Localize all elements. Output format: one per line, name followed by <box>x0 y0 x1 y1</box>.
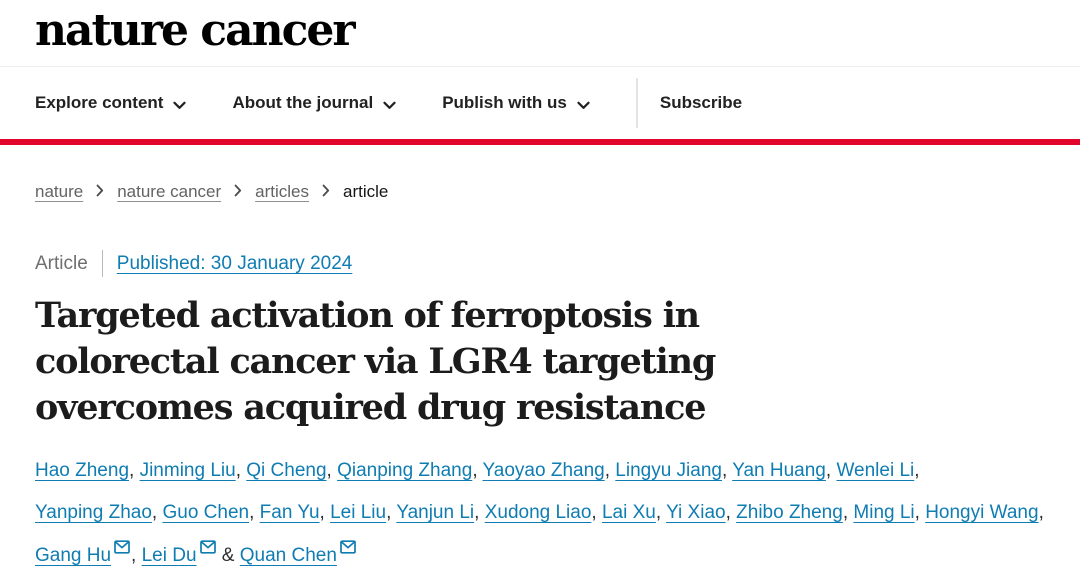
article-meta: Article Published: 30 January 2024 <box>35 250 1045 277</box>
envelope-icon[interactable] <box>114 540 130 554</box>
author-link[interactable]: Gang Hu <box>35 544 112 566</box>
author-separator: , <box>842 502 854 524</box>
article-type-label: Article <box>35 252 88 274</box>
author-link[interactable]: Fan Yu <box>259 502 320 524</box>
author-link[interactable]: Yanping Zhao <box>35 502 152 524</box>
nav-item-label: Publish with us <box>442 93 567 112</box>
nav-divider <box>635 78 638 128</box>
author-link[interactable]: Guo Chen <box>162 502 250 524</box>
author-separator: , <box>604 459 616 481</box>
author-link[interactable]: Yanjun Li <box>396 502 475 524</box>
author-separator: , <box>914 502 926 524</box>
author-link[interactable]: Yan Huang <box>732 459 826 481</box>
author-link[interactable]: Yi Xiao <box>666 502 726 524</box>
author-separator: , <box>721 459 733 481</box>
author-separator: , <box>249 502 260 524</box>
article-title: Targeted activation of ferroptosis in co… <box>35 295 716 429</box>
meta-divider <box>101 250 103 277</box>
author-link[interactable]: Yaoyao Zhang <box>482 459 605 481</box>
nav-item-publish-with-us[interactable]: Publish with us <box>442 92 590 115</box>
author-separator: , <box>591 502 602 524</box>
author-separator: , <box>235 459 247 481</box>
author-link[interactable]: Ming Li <box>853 502 915 524</box>
envelope-icon[interactable] <box>340 540 356 554</box>
journal-logo[interactable]: nature cancer <box>35 5 356 56</box>
author-link[interactable]: Wenlei Li <box>836 459 915 481</box>
chevron-right-icon <box>96 182 104 202</box>
nav-item-explore-content[interactable]: Explore content <box>35 92 187 115</box>
author-link[interactable]: Qianping Zhang <box>337 459 473 481</box>
envelope-icon[interactable] <box>199 540 216 554</box>
nav-item-subscribe[interactable]: Subscribe <box>660 93 742 113</box>
author-link[interactable]: Lingyu Jiang <box>615 459 722 481</box>
breadcrumb: nature nature cancer articles article <box>35 181 1045 202</box>
author-separator: , <box>386 502 397 524</box>
nav-item-label: About the journal <box>232 93 374 112</box>
author-link[interactable]: Quan Chen <box>239 544 337 566</box>
chevron-down-icon <box>577 95 590 115</box>
chevron-down-icon <box>173 95 187 115</box>
breadcrumb-link-nature[interactable]: nature <box>35 181 84 201</box>
author-link[interactable]: Hao Zheng <box>35 459 130 481</box>
author-separator: , <box>151 502 163 524</box>
author-list: Hao Zheng, Jinming Liu, Qi Cheng, Qianpi… <box>35 450 1045 577</box>
main-nav: Explore content About the journal Publis… <box>0 67 1080 139</box>
breadcrumb-current-article: article <box>343 181 389 201</box>
nav-item-label: Explore content <box>35 93 164 112</box>
author-separator: , <box>319 502 331 524</box>
author-separator: , <box>655 502 667 524</box>
author-separator: , <box>129 459 140 481</box>
nav-item-label: Subscribe <box>659 93 743 112</box>
nav-item-about-the-journal[interactable]: About the journal <box>232 92 396 115</box>
author-link[interactable]: Xudong Liao <box>484 502 592 524</box>
site-header: nature cancer <box>0 0 1080 67</box>
author-separator: , <box>825 459 837 481</box>
author-link[interactable]: Qi Cheng <box>246 459 327 481</box>
author-link[interactable]: Lei Du <box>141 544 197 566</box>
author-link[interactable]: Hongyi Wang <box>925 502 1039 524</box>
article-page: nature nature cancer articles article Ar… <box>0 181 1080 577</box>
brand-red-rule <box>0 139 1080 145</box>
chevron-right-icon <box>234 182 242 202</box>
author-link[interactable]: Jinming Liu <box>139 459 236 481</box>
breadcrumb-link-articles[interactable]: articles <box>255 181 310 201</box>
author-separator: , <box>725 502 737 524</box>
author-link[interactable]: Zhibo Zheng <box>736 502 843 524</box>
author-separator: , <box>474 502 485 524</box>
chevron-down-icon <box>383 95 396 115</box>
author-separator: , <box>1038 502 1044 524</box>
author-separator: , <box>914 459 920 481</box>
author-separator: , <box>472 459 483 481</box>
author-separator: & <box>216 544 240 566</box>
author-link[interactable]: Lei Liu <box>330 502 387 524</box>
published-date-link[interactable]: Published: 30 January 2024 <box>116 252 353 274</box>
breadcrumb-link-nature-cancer[interactable]: nature cancer <box>117 181 222 201</box>
author-separator: , <box>326 459 338 481</box>
author-link[interactable]: Lai Xu <box>601 502 656 524</box>
author-separator: , <box>131 544 142 566</box>
chevron-right-icon <box>322 182 330 202</box>
